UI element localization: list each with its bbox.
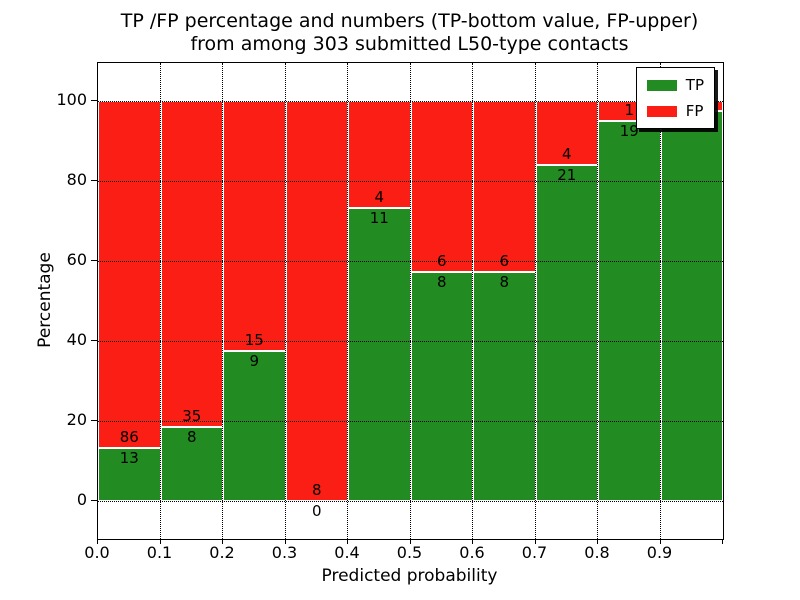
fp-count-label-8: 1: [624, 101, 635, 119]
fp-count-label-0: 86: [119, 428, 139, 447]
x-tickmark-0.2: [222, 539, 223, 544]
y-tickmark-80: [91, 180, 97, 181]
x-tickmark-0.7: [534, 539, 536, 544]
bar-segment-tp-0: [98, 448, 161, 501]
y-tick-label-40: 40: [66, 330, 87, 349]
gridline-x-5: [409, 63, 411, 539]
gridline-y-40: [98, 341, 723, 342]
bar-segment-fp-3: [285, 101, 348, 501]
tp-count-label-6: 8: [499, 273, 510, 292]
legend-label-fp: FP: [685, 102, 704, 120]
gridline-x-6: [472, 63, 473, 539]
gridline-x-1: [159, 63, 161, 539]
bar-segment-tp-9: [660, 110, 723, 501]
bar-segment-fp-6: [473, 101, 536, 273]
x-tickmark-right-edge: [722, 539, 723, 544]
x-tickmark-0.8: [597, 539, 598, 544]
gridline-x-3: [284, 63, 286, 539]
tp-count-label-0: 13: [119, 449, 139, 468]
fp-count-label-5: 6: [436, 252, 447, 271]
fp-color-swatch: [646, 105, 677, 117]
bar-segment-tp-1: [160, 426, 223, 501]
bar-segment-tp-8: [598, 121, 661, 501]
tp-count-label-7: 21: [557, 166, 577, 184]
x-tickmark-0.1: [159, 539, 161, 544]
fp-count-label-7: 4: [561, 145, 572, 163]
gridline-x-7: [534, 63, 536, 539]
tp-count-label-5: 8: [436, 273, 447, 292]
gridline-y-60: [98, 261, 723, 262]
x-tick-label-0.2: 0.2: [209, 543, 235, 562]
legend-label-tp: TP: [685, 76, 704, 94]
plot-area: 8613358159804116868421119140 TP FP: [97, 62, 724, 540]
y-tick-label-20: 20: [66, 410, 87, 429]
tp-color-swatch: [646, 79, 677, 91]
x-tickmark-0.0: [97, 539, 98, 544]
gridline-x-4: [347, 63, 348, 539]
x-tick-label-0.4: 0.4: [334, 543, 360, 562]
bar-segment-tp-6: [473, 272, 536, 501]
tp-count-label-3: 0: [311, 502, 322, 520]
x-tick-label-0.8: 0.8: [584, 543, 610, 562]
tp-count-label-1: 8: [186, 427, 197, 446]
y-tickmark-0: [91, 500, 97, 501]
x-tickmark-0.6: [472, 539, 473, 544]
x-tickmark-0.9: [659, 539, 661, 544]
bar-segment-tp-4: [348, 207, 411, 501]
legend-item-fp: FP: [646, 102, 704, 120]
y-tick-label-80: 80: [66, 170, 87, 189]
chart-title-line1: TP /FP percentage and numbers (TP-bottom…: [120, 10, 699, 32]
bar-segment-tp-5: [410, 272, 473, 501]
y-tickmark-20: [91, 420, 97, 421]
gridline-x-9: [659, 63, 661, 539]
bar-segment-fp-0: [98, 101, 161, 449]
x-tickmark-0.4: [347, 539, 348, 544]
tp-count-label-4: 11: [369, 208, 389, 227]
x-tick-label-0.6: 0.6: [459, 543, 485, 562]
y-tickmark-60: [91, 260, 97, 261]
legend-item-tp: TP: [646, 76, 704, 94]
x-tick-label-0.5: 0.5: [396, 543, 423, 562]
x-tickmark-0.5: [409, 539, 411, 544]
x-axis-label: Predicted probability: [321, 566, 498, 586]
tp-count-label-2: 9: [249, 352, 260, 370]
chart-title-line2: from among 303 submitted L50-type contac…: [190, 33, 629, 55]
x-tick-label-0.1: 0.1: [146, 543, 173, 562]
bar-segment-tp-7: [535, 165, 598, 501]
bar-segment-fp-1: [160, 101, 223, 427]
fp-count-label-2: 15: [244, 331, 264, 349]
x-tick-label-0.9: 0.9: [646, 543, 673, 562]
gridline-y-80: [98, 181, 723, 182]
tp-count-label-8: 19: [619, 122, 639, 140]
x-tickmark-0.3: [284, 539, 286, 544]
fp-count-label-1: 35: [182, 406, 202, 425]
fp-count-label-3: 8: [311, 481, 322, 499]
legend: TP FP: [635, 67, 715, 129]
y-axis-label: Percentage: [35, 252, 55, 348]
gridline-y-20: [98, 421, 723, 422]
x-tick-label-0.7: 0.7: [521, 543, 548, 562]
gridline-y-100: [98, 101, 723, 102]
fp-count-label-6: 6: [499, 252, 510, 271]
fp-count-label-4: 4: [374, 187, 385, 206]
bar-segment-fp-2: [223, 101, 286, 351]
gridline-x-8: [597, 63, 598, 539]
y-tick-label-60: 60: [66, 250, 87, 269]
y-tick-label-100: 100: [56, 90, 87, 109]
y-tickmark-100: [91, 100, 97, 101]
y-tick-label-0: 0: [76, 490, 87, 509]
x-tick-label-0.0: 0.0: [84, 543, 110, 562]
gridline-x-2: [222, 63, 223, 539]
gridline-y-0: [98, 501, 723, 502]
x-tick-label-0.3: 0.3: [271, 543, 298, 562]
bar-segment-tp-2: [223, 351, 286, 501]
y-tickmark-40: [91, 340, 97, 341]
bar-segment-fp-5: [410, 101, 473, 273]
